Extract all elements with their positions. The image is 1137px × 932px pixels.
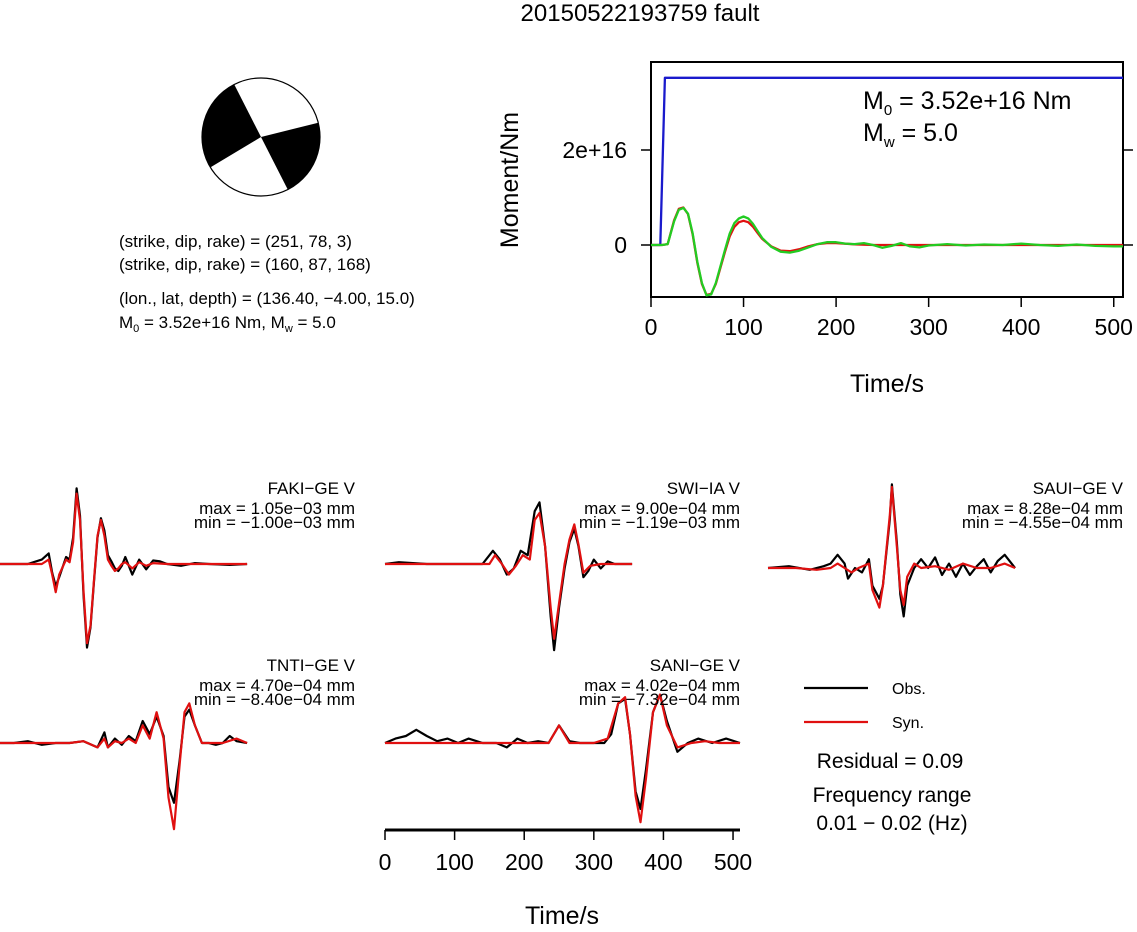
frequency-range-value: 0.01 − 0.02 (Hz) <box>816 812 967 835</box>
moment-series <box>651 76 1123 297</box>
synthetic-waveform <box>768 485 1016 609</box>
synthetic-waveform <box>385 693 740 824</box>
waveform-x-tick-label: 100 <box>435 849 473 875</box>
observed-waveform <box>384 693 741 811</box>
moment-x-tick-label: 300 <box>909 314 947 340</box>
synthetic-waveform <box>0 492 248 645</box>
moment-x-tick-label: 100 <box>724 314 762 340</box>
station-min: min = −7.32e−04 mm <box>579 690 740 709</box>
moment-rate-line-green <box>651 206 1123 297</box>
moment-rate-line-red <box>651 206 1123 297</box>
station-max: max = 8.28e−04 mm <box>967 499 1123 518</box>
station-max: max = 4.02e−04 mm <box>584 676 740 695</box>
station-name: SWI−IA V <box>667 479 741 498</box>
moment-y-axis: 0 2e+16 <box>562 137 1133 258</box>
waveform-x-axis: 0 100 200 300 400 500 <box>379 828 752 875</box>
nodal-plane-1: (strike, dip, rake) = (251, 78, 3) <box>119 232 352 251</box>
legend-syn-label: Syn. <box>892 715 924 732</box>
moment-x-tick-label: 400 <box>1002 314 1040 340</box>
moment-panel: 0 100 200 300 400 500 0 2e+16 Moment/Nm Time/s… <box>496 61 1133 398</box>
station-name: TNTI−GE V <box>267 656 356 675</box>
observed-waveform <box>767 483 1016 618</box>
mechanism-info: (strike, dip, rake) = (251, 78, 3) (stri… <box>119 232 415 335</box>
moment-x-label: Time/s <box>850 370 924 398</box>
station-name: SAUI−GE V <box>1033 479 1124 498</box>
moment-mw-annotation: Mw = 5.0 <box>863 119 958 151</box>
waveform-x-tick-label: 400 <box>644 849 682 875</box>
waveform-x-tick-label: 500 <box>714 849 752 875</box>
station-min: min = −1.19e−03 mm <box>579 513 740 532</box>
waveform-x-label: Time/s <box>525 902 599 927</box>
moment-y-label: Moment/Nm <box>496 112 524 248</box>
moment-x-tick-label: 0 <box>645 314 658 340</box>
station-max: max = 1.05e−03 mm <box>199 499 355 518</box>
moment-y-tick-label: 0 <box>614 232 627 258</box>
synthetic-waveform <box>0 702 248 831</box>
station-min: min = −8.40e−04 mm <box>194 690 355 709</box>
moment-plot-frame <box>650 61 1124 298</box>
station-min: min = −1.00e−03 mm <box>194 513 355 532</box>
waveform-x-tick-label: 300 <box>575 849 613 875</box>
moment-m0-annotation: M0 = 3.52e+16 Nm <box>863 87 1071 119</box>
location-depth: (lon., lat, depth) = (136.40, −4.00, 15.… <box>119 289 415 308</box>
station-name: FAKI−GE V <box>268 479 356 498</box>
legend: Obs. Syn. Residual = 0.09 Frequency rang… <box>804 681 971 835</box>
waveform-x-tick-label: 0 <box>379 849 392 875</box>
moment-x-axis: 0 100 200 300 400 500 <box>645 297 1133 340</box>
station-name: SANI−GE V <box>650 656 741 675</box>
frequency-range-title: Frequency range <box>813 784 972 807</box>
nodal-plane-2: (strike, dip, rake) = (160, 87, 168) <box>119 255 371 274</box>
legend-obs-label: Obs. <box>892 681 926 698</box>
station-max: max = 4.70e−04 mm <box>199 676 355 695</box>
observed-waveform <box>0 708 248 804</box>
station-max: max = 9.00e−04 mm <box>584 499 740 518</box>
moment-x-tick-label: 200 <box>817 314 855 340</box>
moment-x-tick-label: 500 <box>1095 314 1133 340</box>
figure-title: 20150522193759 fault <box>521 0 760 27</box>
waveform-x-tick-label: 200 <box>505 849 543 875</box>
beachball-icon <box>201 77 321 197</box>
moment-magnitude-line: M0 = 3.52e+16 Nm, Mw = 5.0 <box>119 313 336 335</box>
station-min: min = −4.55e−04 mm <box>962 513 1123 532</box>
synthetic-waveform <box>385 511 633 640</box>
moment-y-tick-label: 2e+16 <box>562 137 627 163</box>
beachball-compressional-quadrant-1 <box>201 84 261 168</box>
beachball-compressional-quadrant-2 <box>261 122 320 190</box>
residual-text: Residual = 0.09 <box>817 750 964 773</box>
